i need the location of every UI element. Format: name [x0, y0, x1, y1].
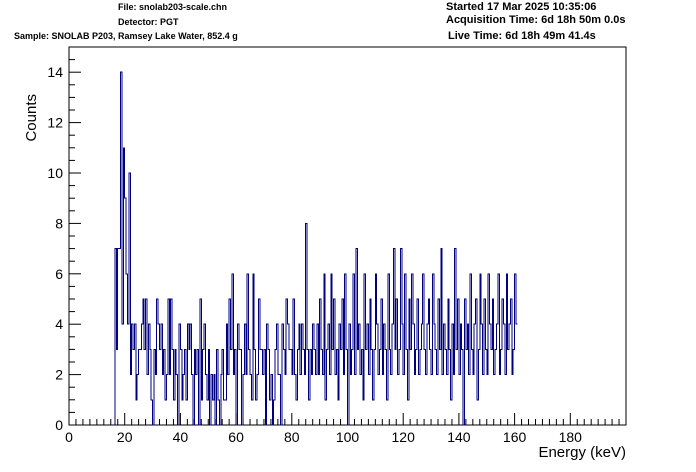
acquisition-time-label: Acquisition Time: 6d 18h 50m 0.0s: [446, 14, 626, 26]
x-tick-label: 160: [503, 429, 527, 445]
y-tick-label: 14: [47, 64, 63, 80]
y-tick-label: 2: [55, 367, 63, 383]
y-tick-label: 6: [55, 266, 63, 282]
file-name-label: File: snolab203-scale.chn: [118, 2, 228, 12]
x-tick-label: 180: [559, 429, 583, 445]
x-tick-label: 40: [173, 429, 189, 445]
y-tick-label: 8: [55, 215, 63, 231]
x-tick-label: 60: [228, 429, 244, 445]
y-axis-label: Counts: [23, 94, 40, 142]
detector-label: Detector: PGT: [118, 17, 179, 27]
x-tick-label: 100: [336, 429, 360, 445]
live-time-label: Live Time: 6d 18h 49m 41.4s: [448, 30, 596, 42]
y-tick-label: 12: [47, 115, 63, 131]
x-tick-label: 0: [65, 429, 73, 445]
x-tick-label: 140: [447, 429, 471, 445]
started-label: Started 17 Mar 2025 10:35:06: [446, 1, 597, 13]
y-tick-label: 10: [47, 165, 63, 181]
sample-label: Sample: SNOLAB P203, Ramsey Lake Water, …: [14, 31, 238, 41]
x-tick-label: 20: [117, 429, 133, 445]
y-tick-label: 4: [55, 316, 63, 332]
y-tick-label: 0: [55, 417, 63, 433]
x-axis-label: Energy (keV): [538, 444, 626, 461]
spectrum-histogram-line: [114, 71, 518, 426]
x-tick-label: 120: [392, 429, 416, 445]
x-tick-label: 80: [284, 429, 300, 445]
